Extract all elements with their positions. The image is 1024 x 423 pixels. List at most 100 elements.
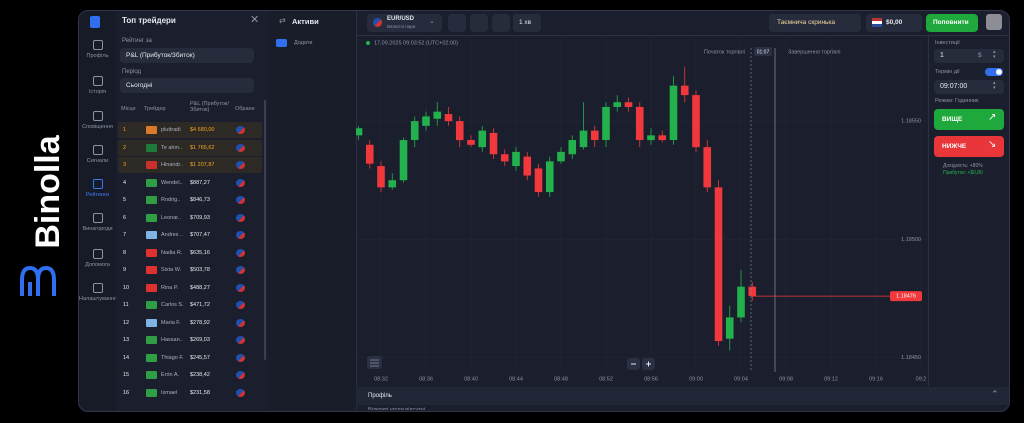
- nav-item[interactable]: Сповіщення: [79, 111, 116, 130]
- rating-select[interactable]: [120, 48, 254, 63]
- favorite-icon[interactable]: [236, 266, 245, 274]
- trader-name: Rodrig..: [161, 197, 181, 203]
- favorite-icon[interactable]: [236, 196, 245, 204]
- period-select[interactable]: [120, 78, 254, 93]
- down-button[interactable]: [934, 136, 1004, 157]
- candle-body: [658, 135, 667, 141]
- bottom-status: Відкриті угоди відсутні: [368, 407, 425, 410]
- trader-row[interactable]: 11 Carlos S. $471,72: [118, 297, 262, 313]
- indicators-button[interactable]: [470, 14, 488, 32]
- close-button[interactable]: ✕: [250, 14, 260, 26]
- favorite-icon[interactable]: [236, 336, 245, 344]
- stepper[interactable]: ▴ ▾: [993, 80, 996, 91]
- chevron: ⌄: [429, 18, 435, 25]
- nav-item[interactable]: Сигнали: [79, 145, 116, 164]
- nav-item[interactable]: Історія: [79, 76, 116, 95]
- nav-label: Винагороди: [82, 226, 113, 232]
- favorite-icon[interactable]: [236, 283, 245, 292]
- favorite-icon[interactable]: [236, 353, 245, 362]
- brand-logo: Binolla: [20, 134, 67, 296]
- balance-flag: [872, 18, 882, 27]
- timer: 01:07: [757, 49, 770, 55]
- favorite-icon[interactable]: [236, 301, 245, 309]
- flag: [146, 213, 157, 222]
- drawing-button[interactable]: [492, 14, 510, 32]
- deposit-button[interactable]: [926, 14, 978, 32]
- pnl: $238,42: [190, 372, 210, 378]
- trader-row[interactable]: 15 Erón A. $238,42: [118, 367, 262, 383]
- trader-row[interactable]: 10 Rina P. $488,27: [118, 280, 262, 296]
- favorite-icon[interactable]: [236, 213, 245, 222]
- timestamp: 17.09.2025 09:03:52 (UTC+02:00): [374, 40, 458, 46]
- candle-body: [613, 102, 622, 107]
- pnl: $1 207,87: [190, 162, 215, 168]
- nav-icon: [92, 179, 103, 189]
- trader-row[interactable]: 9 Sixta W. $503,78: [118, 262, 262, 278]
- trade-end-label: Завершення торгівлі: [788, 49, 840, 55]
- favorite-icon[interactable]: [236, 126, 245, 134]
- favorite-icon[interactable]: [236, 161, 245, 169]
- avatar[interactable]: [986, 14, 1002, 30]
- flag: [146, 353, 157, 362]
- nav-item[interactable]: Рейтинги: [79, 179, 116, 198]
- favorite-icon[interactable]: [236, 371, 245, 379]
- nav-item[interactable]: Налаштування: [79, 283, 117, 302]
- trader-row[interactable]: 7 Andres .. $707,47: [118, 227, 262, 243]
- nav-icon: [92, 249, 103, 259]
- bottom-bar[interactable]: [356, 387, 1009, 405]
- nav-item[interactable]: Профіль: [79, 40, 116, 59]
- x-tick-label: 08:56: [644, 376, 658, 382]
- trader-row[interactable]: 6 Leonar.. $709,93: [118, 210, 262, 226]
- flag: [146, 301, 157, 309]
- balance: $0,00: [886, 19, 903, 26]
- favorite-icon[interactable]: [236, 178, 245, 187]
- trader-row[interactable]: 16 Ismael $231,58: [118, 385, 262, 401]
- stepper[interactable]: ▴ ▾: [993, 49, 996, 60]
- flag: [146, 266, 157, 274]
- rank: 7: [123, 232, 127, 238]
- favorite-icon[interactable]: [236, 388, 245, 397]
- settings-button[interactable]: [367, 356, 382, 369]
- trader-row[interactable]: 4 Wendel.. $887,27: [118, 175, 262, 191]
- rank: 14: [123, 354, 130, 361]
- pnl: $709,93: [190, 214, 210, 221]
- expiry-input[interactable]: [934, 80, 1004, 94]
- timeframe-button[interactable]: [513, 14, 541, 32]
- down-arrow: ↘: [988, 139, 997, 150]
- invest-label: Інвестиції: [935, 40, 960, 46]
- candle-body: [444, 114, 453, 122]
- pnl: $887,27: [190, 179, 210, 186]
- mystery-box-button[interactable]: [769, 14, 861, 32]
- pnl: $846,73: [190, 197, 210, 203]
- trader-row[interactable]: 12 Maria F. $278,92: [118, 315, 262, 331]
- amount-input[interactable]: [934, 49, 1004, 63]
- favorite-icon[interactable]: [236, 248, 245, 257]
- chart-type-button[interactable]: [448, 14, 466, 32]
- favorite-icon[interactable]: [236, 231, 245, 239]
- trader-row[interactable]: 8 Nadia R. $635,16: [118, 245, 262, 261]
- timer-badge: [754, 47, 772, 56]
- trader-row[interactable]: 14 Thiago F. $245,57: [118, 350, 262, 366]
- trader-row[interactable]: 3 Hinandr.. $1 207,87: [118, 157, 262, 173]
- trader-row[interactable]: 2 Te ahm.. $1 765,62: [118, 139, 262, 156]
- nav-item[interactable]: Допомога: [79, 249, 116, 268]
- candle-body: [388, 180, 397, 188]
- expiry-toggle[interactable]: [985, 68, 1003, 76]
- nav-label: Сповіщення: [82, 124, 113, 130]
- trader-row[interactable]: 1 pluttradi $4 680,00: [118, 122, 262, 138]
- pair-selector[interactable]: [367, 14, 442, 32]
- candle-body: [703, 147, 712, 188]
- trader-name: Hassan..: [161, 337, 183, 343]
- candle-body: [737, 286, 745, 318]
- trader-row[interactable]: 5 Rodrig.. $846,73: [118, 192, 262, 208]
- pnl: $278,92: [190, 319, 210, 326]
- up-button[interactable]: [934, 109, 1004, 130]
- favorite-icon[interactable]: [236, 318, 245, 327]
- rank: 10: [123, 284, 130, 291]
- trader-row[interactable]: 13 Hassan.. $269,03: [118, 332, 262, 348]
- nav-item[interactable]: Винагороди: [79, 213, 116, 232]
- favorite-icon[interactable]: [236, 143, 245, 152]
- trader-name: Te ahm..: [161, 144, 183, 151]
- add-button[interactable]: [276, 39, 287, 47]
